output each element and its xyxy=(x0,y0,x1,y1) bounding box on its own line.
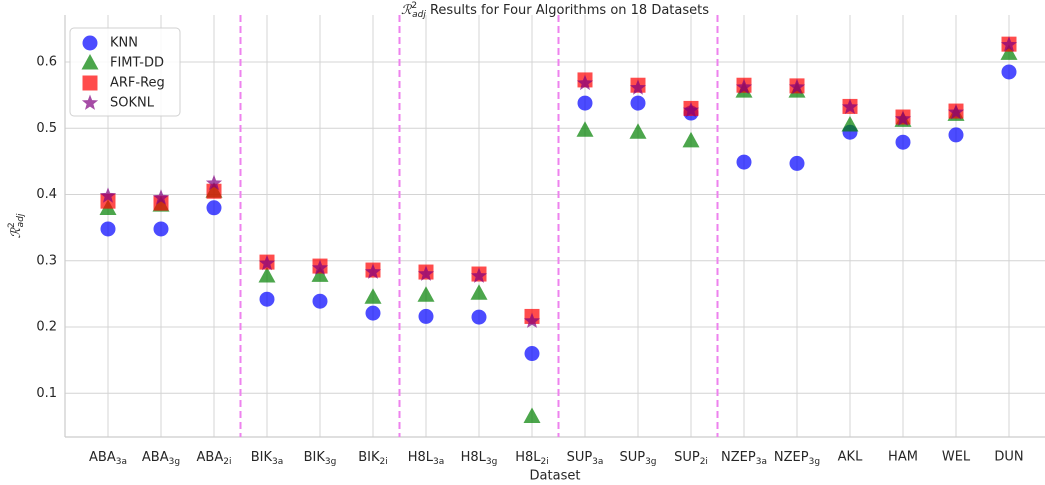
x-tick-label: BIK2i xyxy=(358,450,388,467)
y-tick-label: 0.1 xyxy=(36,386,57,401)
x-axis-label: Dataset xyxy=(530,469,581,484)
marker-circle xyxy=(100,221,116,237)
marker-triangle xyxy=(576,121,594,137)
x-tick-label: NZEP3a xyxy=(721,450,767,467)
marker-star xyxy=(81,94,99,110)
marker-star xyxy=(735,78,753,95)
y-tick-label: 0.3 xyxy=(36,253,57,268)
x-tick-label: H8L3a xyxy=(408,450,445,467)
marker-triangle xyxy=(364,288,382,304)
marker-triangle xyxy=(311,266,329,282)
marker-circle xyxy=(1001,64,1017,80)
marker-circle xyxy=(153,221,169,237)
chart-title: ℛ2 adj Results for Four Algorithms on 18 … xyxy=(401,1,709,20)
marker-star xyxy=(417,265,435,281)
marker-star xyxy=(311,259,329,275)
x-tick-label: ABA2i xyxy=(197,450,232,467)
marker-star xyxy=(841,98,859,114)
marker-triangle xyxy=(629,123,647,139)
marker-star xyxy=(629,79,647,95)
marker-square xyxy=(100,193,116,209)
y-axis-label: ℛ2adj xyxy=(7,213,26,238)
marker-square xyxy=(153,195,169,211)
marker-star xyxy=(99,187,117,203)
x-tick-label: NZEP3g xyxy=(774,450,820,467)
legend-box xyxy=(69,27,181,117)
marker-triangle xyxy=(258,267,276,283)
x-tick-label: AKL xyxy=(838,450,863,465)
marker-triangle xyxy=(417,286,435,302)
x-tick-label: ABA3g xyxy=(142,450,180,467)
marker-circle xyxy=(789,155,805,171)
marker-circle xyxy=(630,95,646,111)
legend-label: KNN xyxy=(110,36,138,51)
y-tick-label: 0.4 xyxy=(36,187,57,202)
marker-star xyxy=(152,189,170,205)
x-tick-label: BIK3a xyxy=(251,450,284,467)
x-tick-label: DUN xyxy=(994,450,1023,465)
x-tick-label: HAM xyxy=(888,450,918,465)
y-tick-label: 0.5 xyxy=(36,121,57,136)
marker-circle xyxy=(259,291,275,307)
marker-circle xyxy=(577,95,593,111)
marker-triangle xyxy=(81,54,99,70)
marker-circle xyxy=(365,305,381,321)
marker-triangle xyxy=(470,284,488,300)
marker-square xyxy=(82,75,98,91)
legend-label: SOKNL xyxy=(110,96,155,111)
marker-triangle xyxy=(1000,44,1018,60)
marker-circle xyxy=(82,35,98,51)
marker-circle xyxy=(418,308,434,324)
marker-star xyxy=(523,312,541,328)
marker-circle xyxy=(895,134,911,150)
marker-triangle xyxy=(523,407,541,423)
marker-star xyxy=(258,254,276,271)
y-tick-label: 0.6 xyxy=(36,55,57,70)
x-tick-label: H8L2i xyxy=(515,450,549,467)
legend-label: FIMT-DD xyxy=(110,56,164,71)
marker-star xyxy=(682,101,700,118)
x-tick-label: H8L3g xyxy=(461,450,498,467)
marker-star xyxy=(947,103,965,120)
marker-circle xyxy=(524,346,540,362)
y-tick-label: 0.2 xyxy=(36,320,57,335)
marker-circle xyxy=(206,200,222,216)
x-tick-label: SUP3a xyxy=(567,450,604,467)
marker-star xyxy=(364,263,382,279)
marker-circle xyxy=(948,127,964,143)
marker-star xyxy=(788,78,806,95)
marker-triangle xyxy=(841,115,859,132)
marker-star xyxy=(205,174,223,191)
marker-circle xyxy=(471,309,487,325)
x-tick-label: BIK3g xyxy=(304,450,337,467)
x-tick-label: SUP3g xyxy=(619,450,656,467)
marker-star xyxy=(894,110,912,126)
marker-triangle xyxy=(682,131,700,148)
x-tick-label: SUP2i xyxy=(674,450,708,467)
x-tick-label: ABA3a xyxy=(89,450,127,467)
marker-circle xyxy=(736,154,752,170)
marker-star xyxy=(1000,36,1018,52)
marker-star xyxy=(470,267,488,283)
marker-circle xyxy=(312,293,328,309)
legend-label: ARF-Reg xyxy=(110,76,165,91)
x-tick-label: WEL xyxy=(942,450,971,465)
marker-star xyxy=(576,74,594,91)
